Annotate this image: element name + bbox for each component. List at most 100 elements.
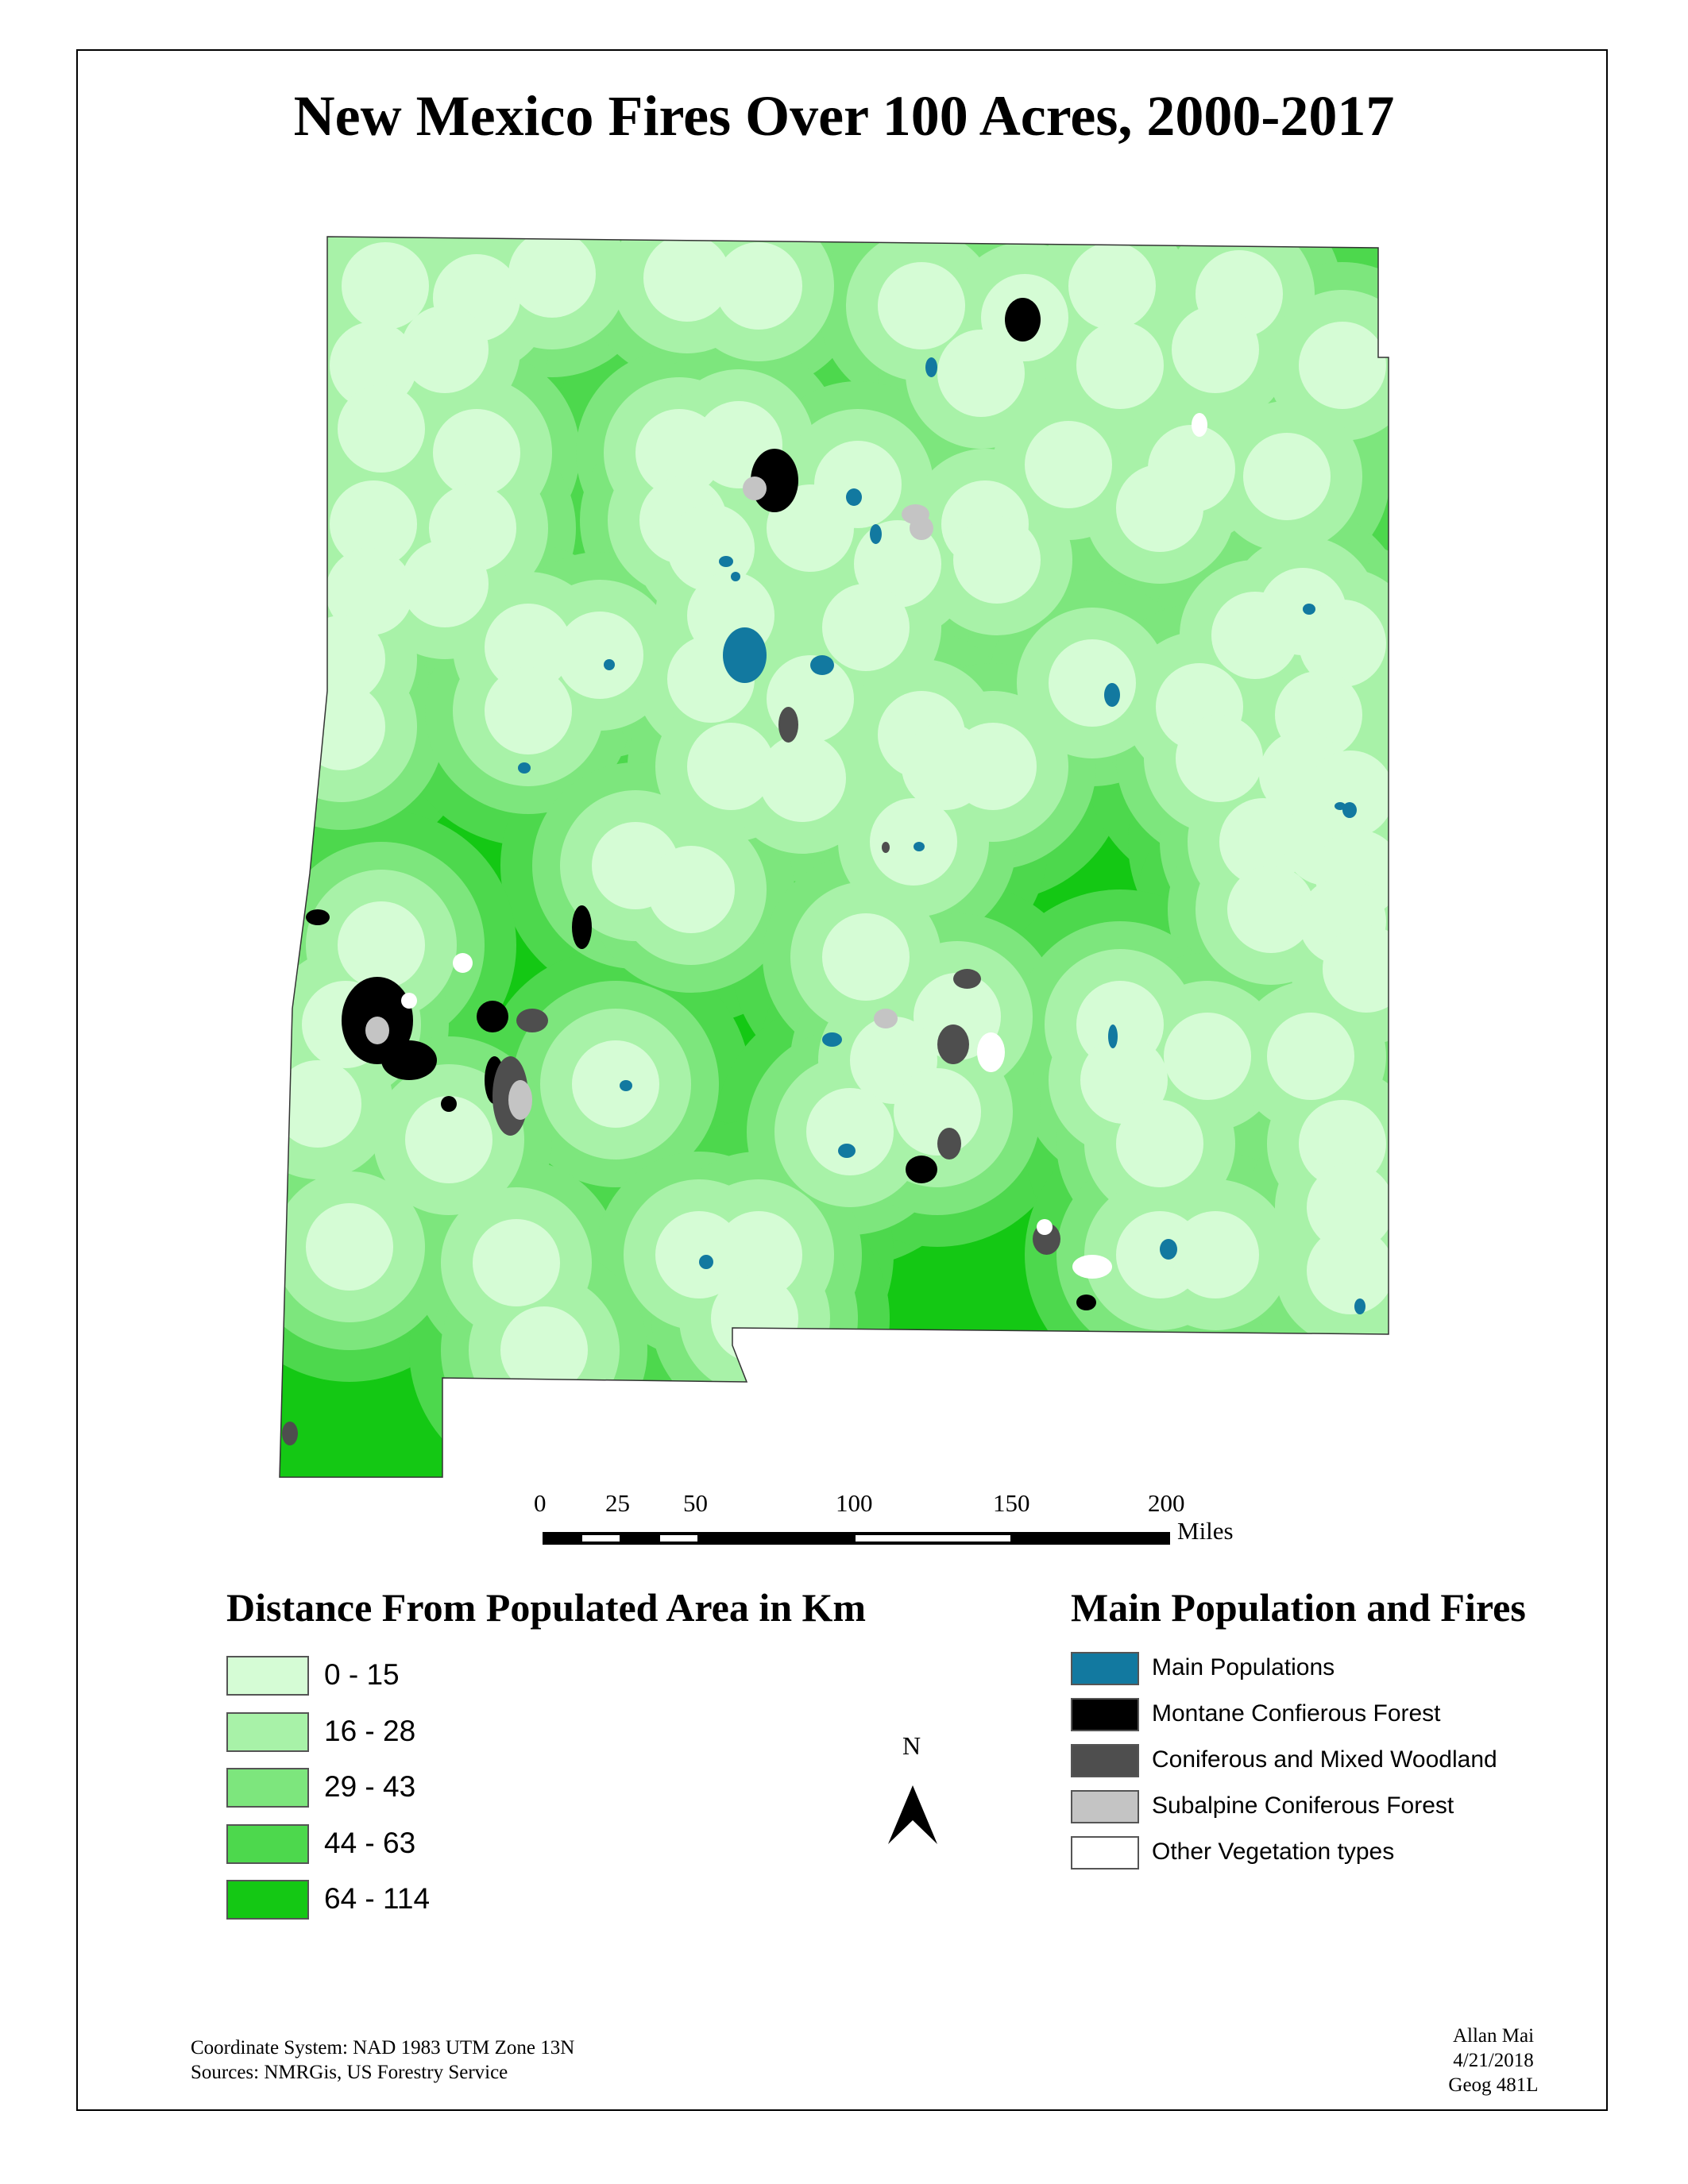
fire-area: [453, 953, 473, 973]
author: Allan Mai: [1452, 2025, 1535, 2047]
scale-bar-segment: [856, 1535, 1010, 1542]
fire-area: [910, 516, 933, 540]
distance-buffer: [878, 262, 965, 349]
legend-label: Subalpine Coniferous Forest: [1152, 1792, 1454, 1819]
distance-buffer: [572, 1040, 659, 1128]
population-area: [699, 1255, 713, 1269]
population-area: [925, 357, 937, 377]
fire-area: [953, 969, 981, 989]
distance-buffer: [338, 385, 425, 473]
legend-swatch: [1071, 1790, 1139, 1823]
legend-swatch: [226, 1656, 309, 1696]
distance-buffer: [508, 237, 596, 318]
distance-buffers: [280, 237, 1389, 1477]
fire-area: [937, 1128, 961, 1160]
population-area: [846, 488, 862, 506]
scale-tick-label: 150: [993, 1489, 1030, 1517]
legend-swatch: [1071, 1836, 1139, 1870]
distance-buffer: [1025, 421, 1112, 508]
distance-buffer: [342, 242, 429, 330]
state-outline: [279, 236, 1389, 1478]
population-area: [723, 627, 767, 683]
distance-buffer: [1176, 715, 1263, 802]
scale-bar: [543, 1532, 1170, 1545]
legend-label: 44 - 63: [324, 1827, 416, 1859]
distance-buffer: [667, 504, 755, 592]
distance-buffer: [1116, 1100, 1203, 1187]
fire-area: [743, 477, 767, 500]
distance-buffer: [1299, 1100, 1386, 1187]
legend-label: 64 - 114: [324, 1882, 431, 1915]
distance-buffer: [687, 723, 774, 810]
population-area: [731, 572, 740, 581]
legend-swatch: [226, 1880, 309, 1920]
legend-swatch: [226, 1768, 309, 1808]
distance-buffer: [822, 584, 910, 671]
legend-label: Other Vegetation types: [1152, 1839, 1395, 1865]
distance-buffer: [473, 1219, 560, 1306]
fire-area: [1037, 1219, 1053, 1235]
population-area: [1104, 683, 1120, 707]
fire-area: [1192, 413, 1207, 437]
fire-area: [1072, 1255, 1112, 1279]
distance-buffer: [433, 409, 520, 496]
north-arrow-icon: [888, 1785, 937, 1844]
scale-bar-segment: [660, 1535, 697, 1542]
legend-label: Montane Confierous Forest: [1152, 1700, 1441, 1727]
population-area: [604, 659, 615, 670]
distance-buffer: [1076, 322, 1164, 409]
legend-label: Main Populations: [1152, 1654, 1335, 1680]
distance-buffer: [280, 1060, 361, 1148]
fire-area: [874, 1009, 898, 1028]
population-area: [1108, 1024, 1118, 1048]
population-area: [1335, 802, 1346, 810]
distance-buffer: [1068, 242, 1156, 330]
legend-swatch: [1071, 1698, 1139, 1731]
distance-buffer: [1307, 1227, 1389, 1314]
distance-buffer: [326, 548, 413, 635]
legend-label: Coniferous and Mixed Woodland: [1152, 1746, 1497, 1773]
fires-legend-title: Main Population and Fires: [1071, 1585, 1526, 1630]
distance-buffer: [1080, 1036, 1168, 1124]
fire-area: [977, 1032, 1005, 1072]
scale-bar-segment: [582, 1535, 620, 1542]
distance-buffer: [1267, 1013, 1354, 1100]
scale-tick-label: 100: [836, 1489, 873, 1517]
distance-buffer: [485, 604, 572, 691]
distance-buffer: [1299, 600, 1386, 687]
fire-area: [778, 707, 798, 743]
population-area: [838, 1144, 856, 1158]
scale-units: Miles: [1177, 1517, 1234, 1545]
population-area: [870, 524, 882, 544]
population-area: [620, 1080, 632, 1091]
population-area: [810, 655, 834, 675]
population-area: [1303, 604, 1315, 615]
distance-buffer: [405, 1096, 492, 1183]
legend-swatch: [1071, 1744, 1139, 1777]
fire-area: [882, 842, 890, 853]
distance-buffer: [715, 242, 802, 330]
scale-tick-label: 200: [1148, 1489, 1185, 1517]
population-area: [719, 556, 733, 567]
fire-perimeters: [282, 298, 1365, 1445]
distance-buffer: [711, 1275, 798, 1362]
population-area: [1160, 1239, 1177, 1260]
legend-swatch: [226, 1824, 309, 1864]
population-area: [914, 842, 925, 851]
legend-label: 0 - 15: [324, 1658, 400, 1691]
north-arrow-label: N: [902, 1731, 921, 1760]
fire-area: [906, 1156, 937, 1183]
fire-area: [1005, 298, 1041, 341]
legend-label: 16 - 28: [324, 1715, 416, 1747]
fire-area: [401, 993, 417, 1009]
legend-swatch: [226, 1712, 309, 1752]
fire-area: [516, 1009, 548, 1032]
distance-buffer: [1049, 639, 1136, 727]
distance-buffer: [1299, 322, 1386, 409]
footer-right: Allan Mai 4/21/2018 Geog 481L: [1398, 2024, 1589, 2097]
population-area: [1342, 802, 1357, 818]
fire-area: [477, 1001, 508, 1032]
fire-area: [937, 1024, 969, 1064]
fire-area: [381, 1040, 437, 1080]
